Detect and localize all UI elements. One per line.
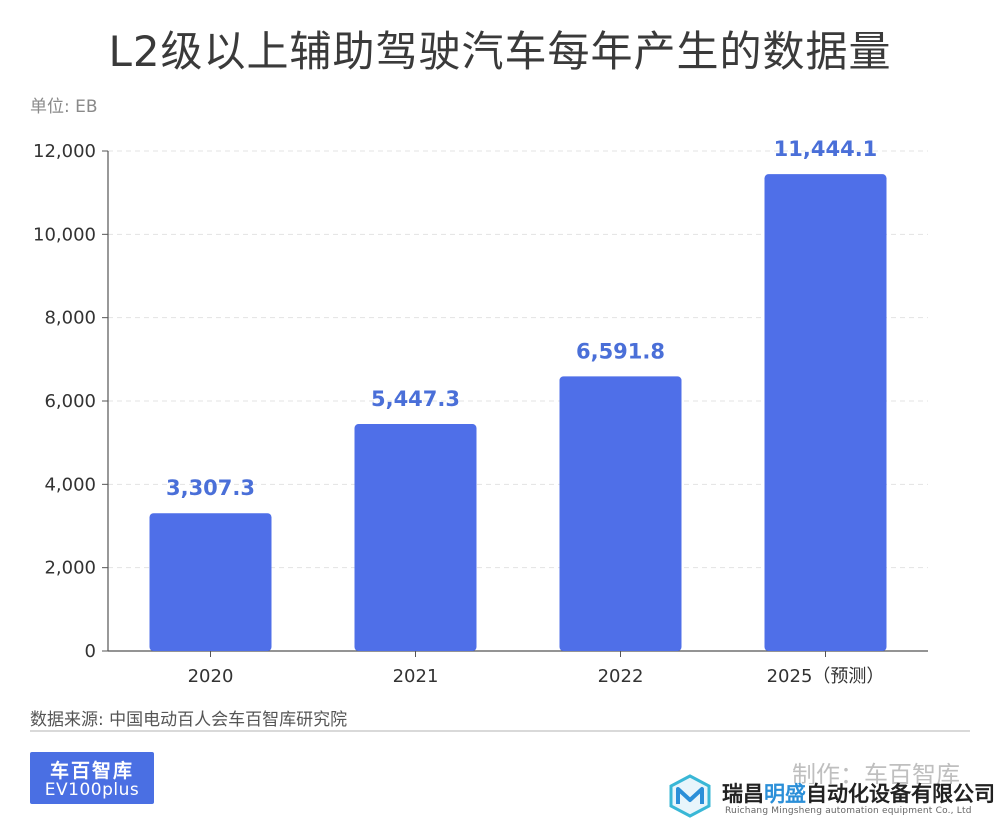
data-label: 6,591.8	[576, 339, 665, 363]
y-tick-label: 2,000	[44, 558, 96, 579]
watermark-name-suffix: 自动化设备有限公司	[806, 782, 995, 806]
y-tick-label: 12,000	[33, 141, 96, 162]
bar	[559, 376, 682, 651]
watermark-name-prefix: 瑞昌	[722, 782, 764, 806]
divider	[30, 730, 970, 732]
x-tick-label: 2025（预测）	[767, 666, 885, 687]
credit-text: 制作：车百智库	[792, 761, 960, 784]
bar	[149, 513, 272, 651]
unit-label: 单位: EB	[30, 97, 98, 117]
logo-line-1: 车百智库	[49, 760, 134, 782]
y-tick-label: 10,000	[33, 224, 96, 245]
watermark-english-name: Ruichang Mingsheng automation equipment …	[725, 806, 972, 816]
y-tick-label: 6,000	[44, 391, 96, 412]
y-tick-label: 4,000	[44, 474, 96, 495]
logo-line-2: EV100plus	[44, 780, 140, 800]
bar	[764, 174, 887, 651]
watermark-name-accent: 明盛	[764, 782, 806, 806]
x-tick-label: 2022	[598, 666, 644, 687]
watermark-company-name: 瑞昌明盛自动化设备有限公司	[722, 778, 995, 808]
x-tick-label: 2020	[188, 666, 234, 687]
bar-chart: 0 2,000 4,000 6,000 8,000 10,000 12,000 3,307.3…	[33, 137, 928, 687]
data-label: 5,447.3	[371, 387, 460, 411]
chart-title: L2级以上辅助驾驶汽车每年产生的数据量	[108, 27, 892, 76]
y-tick-label: 0	[85, 641, 96, 662]
y-tick-label: 8,000	[44, 308, 96, 329]
bar	[354, 424, 477, 651]
cube-logo-icon	[669, 774, 711, 818]
data-label: 11,444.1	[774, 137, 878, 161]
source-note: 数据来源: 中国电动百人会车百智库研究院	[30, 710, 348, 730]
x-tick-label: 2021	[393, 666, 439, 687]
data-label: 3,307.3	[166, 476, 255, 500]
ev100plus-logo: 车百智库 EV100plus	[30, 752, 154, 804]
